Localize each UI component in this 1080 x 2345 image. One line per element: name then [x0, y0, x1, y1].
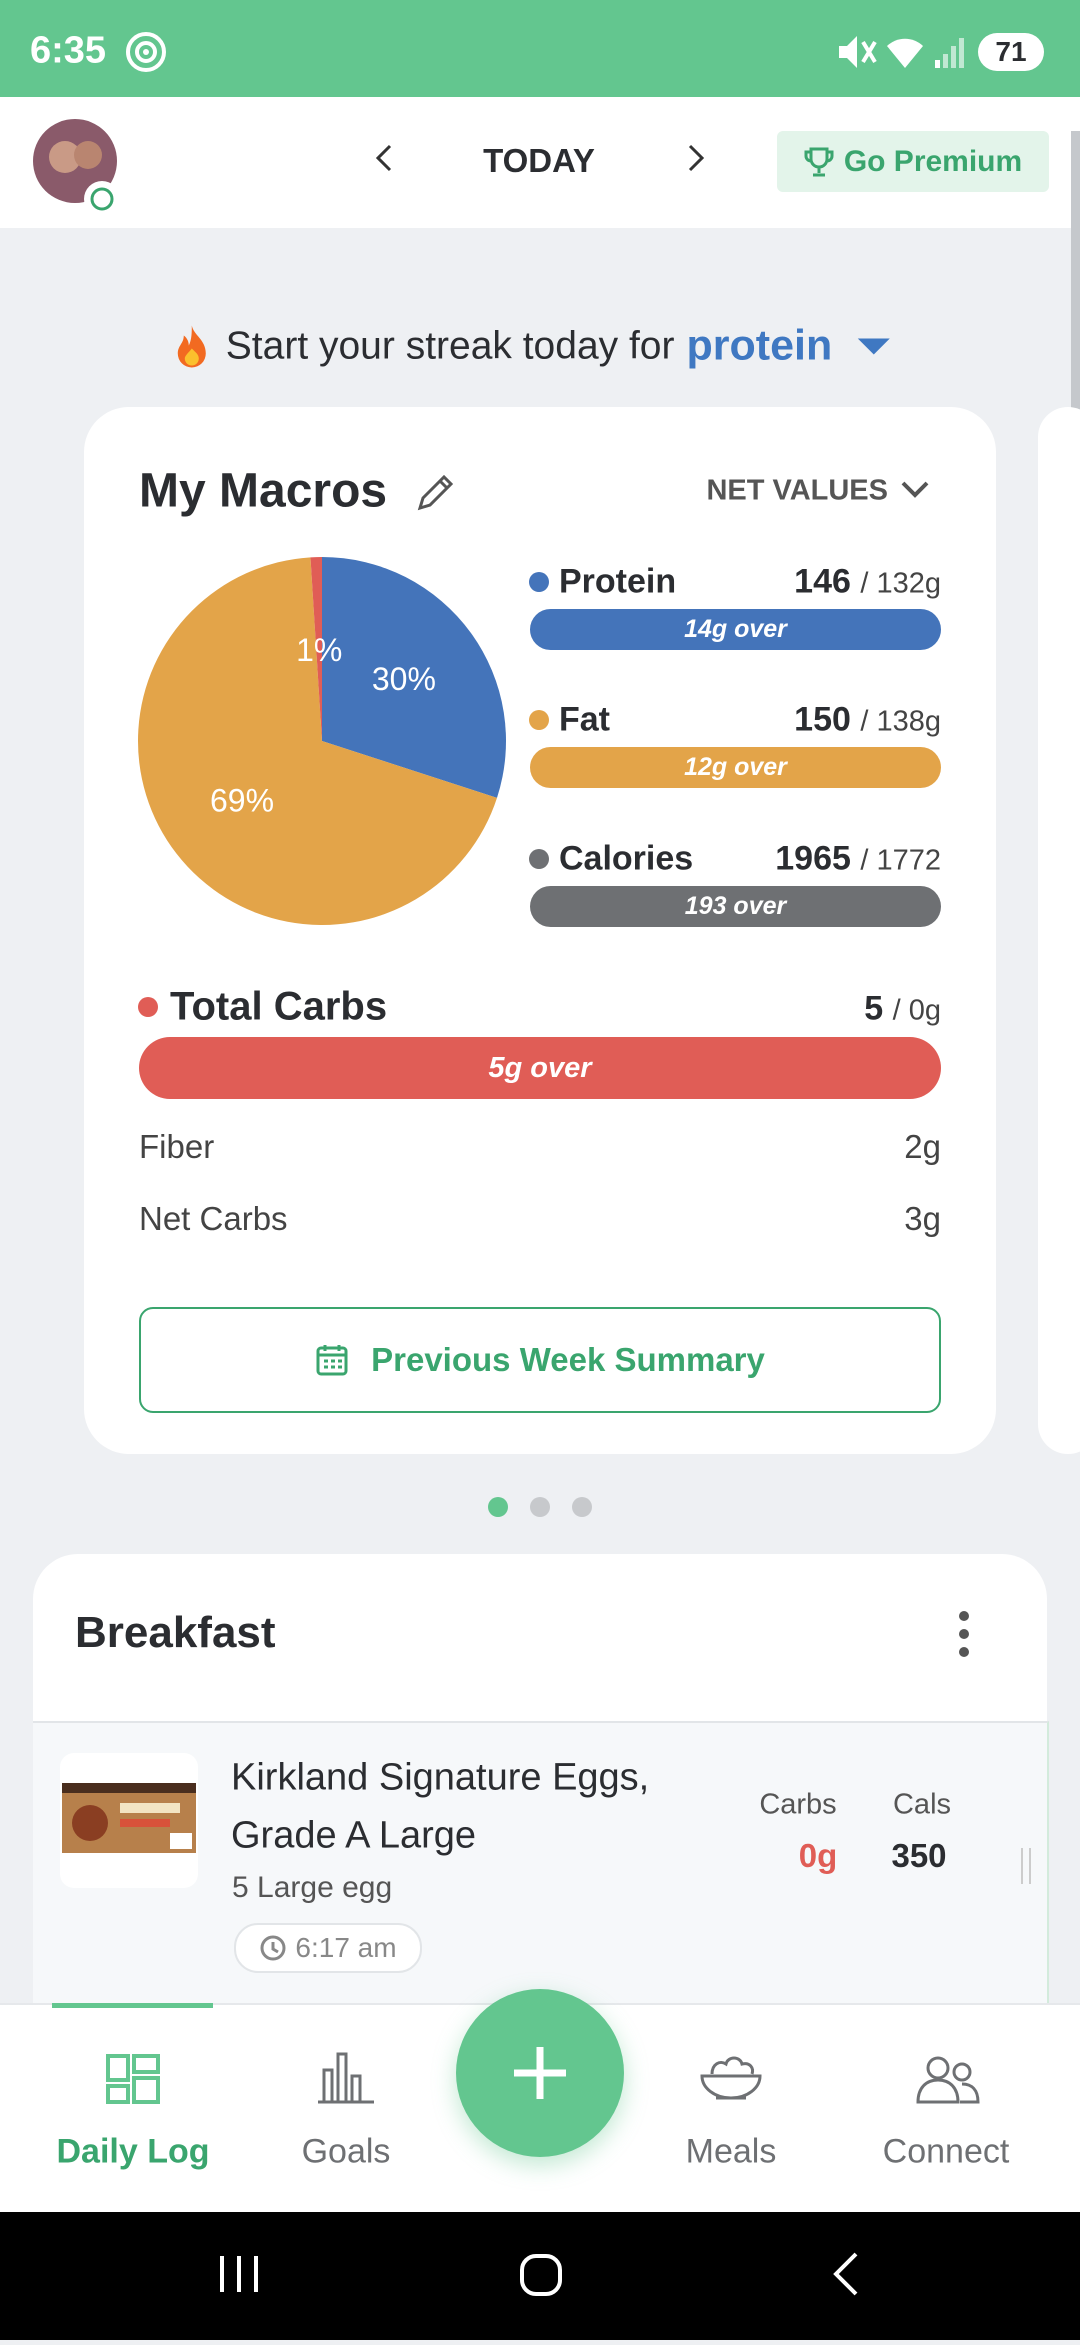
system-buttons — [220, 2252, 858, 2296]
next-card — [1038, 407, 1080, 1454]
nav-label[interactable]: Meals — [685, 2132, 777, 2171]
battery: 71 — [978, 33, 1044, 71]
legend-dot — [529, 849, 549, 869]
macro-status: 193 over — [684, 892, 787, 920]
nav-icon[interactable] — [916, 2056, 980, 2104]
cals-header: Cals — [892, 1788, 952, 1821]
carbs-status: 5g over — [488, 1051, 592, 1084]
food-cals: 350 — [891, 1837, 947, 1874]
meal-menu[interactable] — [954, 1610, 974, 1658]
macro-pie: 30% 69% 1% — [137, 557, 506, 926]
macro-amount: 150 — [794, 700, 851, 739]
macro-name: Protein — [559, 562, 677, 601]
prev-day[interactable] — [370, 143, 400, 173]
hotspot-icon — [126, 32, 166, 72]
macro-bar: 12g over — [530, 747, 941, 788]
food-name: Kirkland Signature Eggs, — [231, 1756, 650, 1799]
legend-dot — [138, 997, 158, 1017]
add-button[interactable] — [456, 1989, 624, 2157]
detail-name: Fiber — [139, 1128, 215, 1165]
food-row[interactable] — [33, 1721, 1049, 2023]
macro-status: 12g over — [684, 753, 787, 781]
page-dots — [488, 1497, 592, 1517]
mode-label[interactable]: NET VALUES — [706, 474, 888, 507]
next-day[interactable] — [680, 143, 710, 173]
scrollbar — [1071, 131, 1080, 485]
system-nav — [0, 2212, 1080, 2340]
streak-text: Start your streak today for — [225, 324, 675, 367]
nav-icon[interactable] — [106, 2054, 160, 2104]
flame-icon — [177, 325, 206, 367]
nav-icon[interactable] — [318, 2052, 374, 2104]
macro-amount: 1965 — [775, 839, 851, 878]
detail-value: 3g — [904, 1200, 941, 1237]
status-icons — [839, 36, 964, 68]
trophy-icon — [804, 147, 834, 176]
macros-title: My Macros — [139, 464, 388, 518]
macro-amount-row: 146 / 132g — [794, 563, 941, 602]
macro-name: Calories — [559, 839, 694, 878]
summary-button[interactable]: Previous Week Summary — [139, 1307, 941, 1413]
macro-target: / 138g — [860, 705, 941, 738]
summary-label: Previous Week Summary — [371, 1341, 765, 1378]
clock: 6:35 — [30, 29, 107, 72]
nav-icons — [106, 2052, 980, 2104]
macro-amount-row: 150 / 138g — [794, 701, 941, 740]
mode-chevron — [901, 481, 929, 498]
carbs-header: Carbs — [759, 1788, 837, 1821]
food-name: Grade A Large — [231, 1814, 477, 1857]
pie-slice — [137, 557, 497, 926]
drag-handle[interactable] — [1021, 1848, 1031, 1884]
carbs-target: / 0g — [892, 994, 941, 1027]
time-pill: 6:17 am — [234, 1923, 422, 1973]
detail-name: Net Carbs — [139, 1200, 288, 1237]
macro-target: / 132g — [860, 567, 941, 600]
legend-dot — [529, 710, 549, 730]
macro-bar: 14g over — [530, 609, 941, 650]
food-carbs: 0g — [798, 1837, 838, 1874]
food-time: 6:17 am — [295, 1932, 397, 1963]
macro-amount: 146 — [794, 562, 851, 601]
header: TODAY Go Premium — [0, 97, 1080, 228]
food-image — [60, 1753, 198, 1888]
clock-icon — [260, 1935, 286, 1961]
status-bar: 6:35 71 — [0, 0, 1080, 97]
pie-label: 69% — [210, 782, 274, 818]
nav-label[interactable]: Daily Log — [56, 2132, 210, 2171]
carbs-name: Total Carbs — [170, 984, 388, 1029]
carbs-bar: 5g over — [139, 1037, 941, 1099]
nav-label[interactable]: Goals — [301, 2132, 391, 2171]
carbs-amount-row: 5 / 0g — [864, 990, 941, 1029]
carbs-amount: 5 — [864, 989, 884, 1028]
legend-dot — [529, 572, 549, 592]
date-label: TODAY — [483, 142, 595, 179]
food-serving: 5 Large egg — [232, 1871, 393, 1904]
streak-row[interactable]: Start your streak today for protein — [168, 322, 892, 371]
macro-name: Fat — [559, 700, 610, 739]
premium-label: Go Premium — [843, 144, 1023, 178]
pie-label: 30% — [372, 661, 436, 697]
pie-label: 1% — [296, 632, 342, 668]
nav-icon[interactable] — [700, 2056, 762, 2100]
streak-nutrient: protein — [686, 321, 833, 370]
macro-status: 14g over — [684, 615, 787, 643]
streak-dropdown — [858, 338, 891, 354]
calendar-icon — [316, 1345, 348, 1376]
plus-icon — [514, 2047, 566, 2099]
avatar[interactable] — [30, 117, 125, 212]
detail-value: 2g — [904, 1128, 941, 1165]
nav-label[interactable]: Connect — [882, 2132, 1010, 2171]
premium-button[interactable]: Go Premium — [777, 131, 1049, 192]
macro-target: / 1772 — [860, 844, 941, 877]
pie-slice — [322, 557, 506, 798]
edit-icon[interactable] — [414, 470, 458, 514]
macro-amount-row: 1965 / 1772 — [775, 840, 941, 879]
meal-title: Breakfast — [75, 1608, 276, 1657]
macro-bar: 193 over — [530, 886, 941, 927]
pie-slice — [310, 557, 322, 741]
nav-indicator — [52, 2003, 213, 2008]
